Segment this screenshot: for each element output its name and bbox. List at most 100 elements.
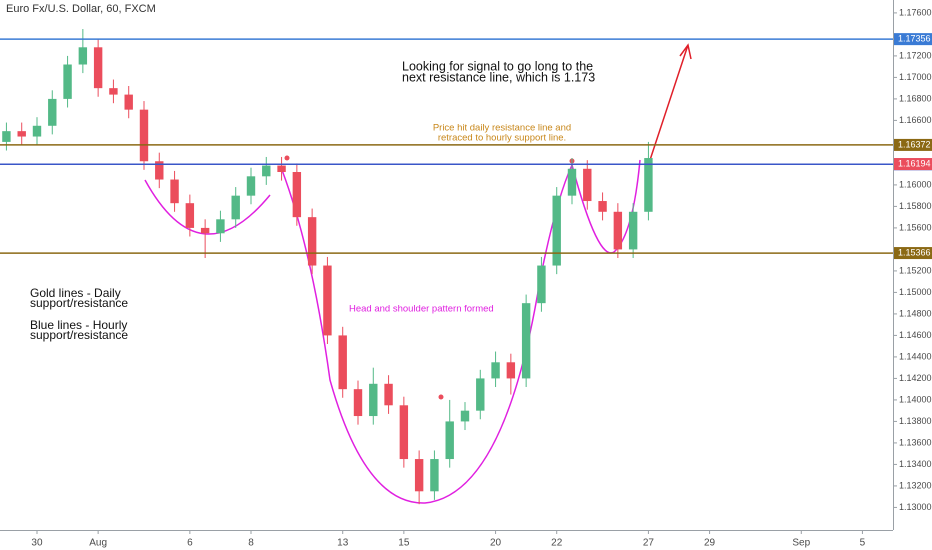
- x-tick-label: 30: [31, 538, 43, 549]
- x-tick-label: 13: [337, 538, 349, 549]
- y-tick-label: 1.14400: [899, 351, 932, 361]
- candle-body: [292, 172, 302, 218]
- candle: [323, 256, 332, 345]
- x-tick-label: 29: [704, 538, 716, 549]
- target-arrow: [649, 43, 692, 161]
- candle: [399, 396, 409, 468]
- head: [281, 164, 573, 504]
- annotation: support/resistance: [30, 328, 128, 342]
- candle: [139, 101, 149, 170]
- candle-body: [491, 362, 500, 379]
- candle-body: [200, 227, 210, 234]
- candle: [17, 122, 26, 146]
- candle-body: [216, 219, 225, 234]
- y-tick-label: 1.16600: [899, 115, 932, 125]
- candle-body: [2, 131, 11, 142]
- annotation: Price hit daily resistance line and: [433, 123, 571, 134]
- candle-body: [323, 265, 332, 336]
- right-shoulder: [571, 159, 641, 254]
- marker: [284, 155, 290, 161]
- marker: [438, 394, 444, 400]
- y-tick-label: 1.15800: [899, 201, 932, 211]
- price-tag: [894, 33, 932, 46]
- price-tag-label: 1.15366: [898, 247, 931, 257]
- y-tick-label: 1.14600: [899, 330, 932, 340]
- candle-body: [552, 195, 561, 266]
- candle-body: [460, 410, 470, 422]
- candle: [552, 187, 561, 275]
- y-tick-label: 1.17200: [899, 50, 932, 60]
- candle: [200, 219, 210, 259]
- candle: [109, 79, 118, 104]
- x-tick-label: 27: [643, 538, 655, 549]
- candle-body: [430, 459, 439, 492]
- candle: [353, 380, 363, 425]
- candle-body: [231, 195, 240, 220]
- candle: [628, 203, 638, 259]
- x-tick-label: 15: [398, 538, 410, 549]
- y-tick-label: 1.14800: [899, 308, 932, 318]
- candle-body: [78, 47, 88, 65]
- candle: [2, 122, 11, 151]
- annotation: retraced to hourly support line.: [438, 133, 566, 144]
- candle: [613, 203, 623, 259]
- candle: [598, 192, 607, 221]
- annotation: support/resistance: [30, 296, 128, 310]
- candle-body: [369, 383, 378, 417]
- candle-body: [262, 165, 271, 177]
- candle: [338, 326, 347, 398]
- candle: [369, 367, 378, 425]
- candle-body: [246, 176, 256, 196]
- y-tick-label: 1.15000: [899, 287, 932, 297]
- candle: [155, 152, 164, 189]
- y-tick-label: 1.13800: [899, 416, 932, 426]
- candle-body: [476, 378, 485, 411]
- candle: [246, 167, 256, 205]
- annotation: Looking for signal to go long to the: [402, 59, 593, 73]
- candle-body: [399, 405, 409, 460]
- candle-body: [613, 211, 623, 250]
- price-tag: [894, 138, 932, 151]
- candle: [506, 353, 516, 395]
- candle-body: [185, 203, 195, 228]
- candle: [216, 210, 225, 242]
- candle-body: [170, 179, 179, 204]
- candle: [63, 55, 72, 108]
- candle: [567, 158, 577, 205]
- candle: [231, 187, 240, 228]
- candle-body: [414, 459, 424, 492]
- x-tick-label: 5: [860, 538, 866, 549]
- candle: [307, 208, 317, 275]
- y-tick-label: 1.17600: [899, 7, 932, 17]
- y-tick-label: 1.14200: [899, 373, 932, 383]
- candle: [185, 194, 195, 237]
- candle-body: [537, 265, 546, 304]
- price-tag-label: 1.17356: [898, 34, 931, 44]
- annotation: Head and shoulder pattern formed: [349, 304, 494, 315]
- y-tick-label: 1.14000: [899, 394, 932, 404]
- y-tick-label: 1.13200: [899, 480, 932, 490]
- y-tick-label: 1.16800: [899, 93, 932, 103]
- candle: [124, 86, 133, 119]
- candle: [583, 160, 592, 210]
- y-tick-label: 1.15200: [899, 265, 932, 275]
- x-tick-label: Aug: [89, 538, 107, 549]
- candle: [32, 117, 42, 146]
- candle-body: [567, 168, 577, 196]
- pattern-drawing: [144, 159, 641, 504]
- x-tick-label: 22: [551, 538, 563, 549]
- candle: [170, 170, 179, 212]
- x-tick-label: 6: [187, 538, 193, 549]
- candle: [277, 156, 286, 181]
- y-tick-label: 1.13600: [899, 437, 932, 447]
- candle-body: [155, 161, 164, 180]
- x-tick-label: 20: [490, 538, 502, 549]
- candle: [476, 369, 485, 420]
- x-tick-label: Sep: [792, 538, 810, 549]
- candle-body: [521, 303, 531, 379]
- candle-body: [139, 109, 149, 162]
- candle-body: [445, 421, 454, 460]
- y-tick-label: 1.17000: [899, 72, 932, 82]
